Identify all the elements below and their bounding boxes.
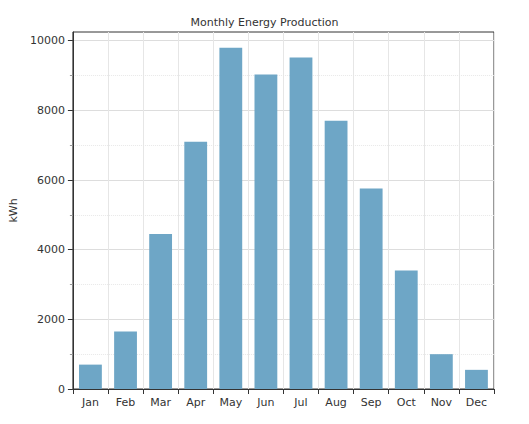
svg-text:8000: 8000 [37,104,65,117]
svg-text:Mar: Mar [150,396,171,409]
svg-text:May: May [219,396,242,409]
svg-text:Oct: Oct [397,396,417,409]
svg-text:Feb: Feb [116,396,135,409]
svg-text:kWh: kWh [7,198,20,222]
svg-text:Aug: Aug [325,396,346,409]
svg-text:Monthly Energy Production: Monthly Energy Production [190,16,338,29]
svg-text:10000: 10000 [30,34,65,47]
svg-text:6000: 6000 [37,174,65,187]
svg-text:Jan: Jan [81,396,99,409]
svg-text:4000: 4000 [37,243,65,256]
svg-text:2000: 2000 [37,313,65,326]
svg-text:Dec: Dec [466,396,487,409]
svg-text:Jun: Jun [256,396,274,409]
svg-text:Jul: Jul [293,396,307,409]
svg-text:Apr: Apr [186,396,206,409]
svg-text:Nov: Nov [431,396,453,409]
svg-text:0: 0 [58,383,65,396]
svg-text:Sep: Sep [361,396,382,409]
